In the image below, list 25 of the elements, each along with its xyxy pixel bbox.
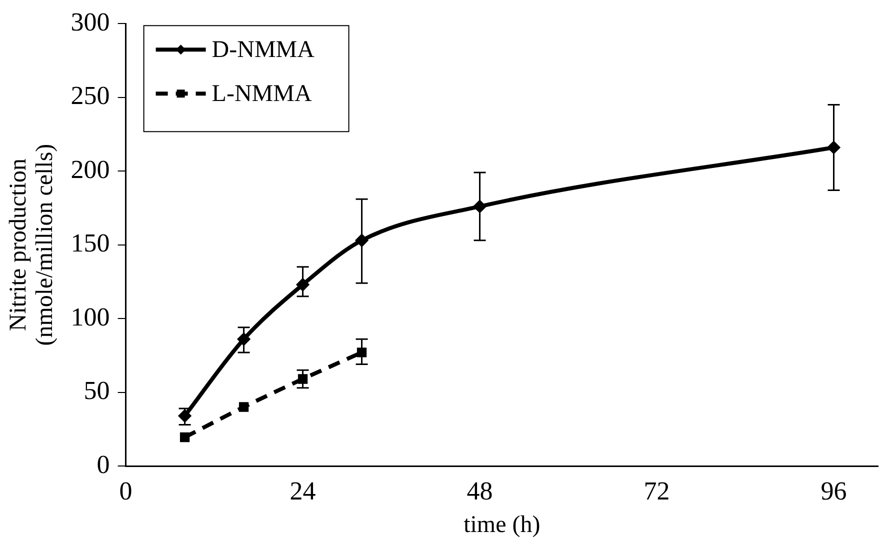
y-tick-label: 0 xyxy=(96,450,110,479)
point xyxy=(180,432,190,442)
x-tick-label: 24 xyxy=(290,476,316,506)
y-tick-label: 250 xyxy=(70,81,110,110)
y-axis-title: Nitrite production (nmole/million cells) xyxy=(5,144,58,346)
point xyxy=(474,200,486,212)
legend-label: L-NMMA xyxy=(212,80,312,107)
y-tick-label: 200 xyxy=(70,154,110,184)
point xyxy=(238,333,250,346)
point xyxy=(178,410,191,422)
y-tick-label: 150 xyxy=(70,228,110,258)
point xyxy=(828,141,840,154)
point xyxy=(356,234,368,246)
x-tick-label: 72 xyxy=(644,476,670,506)
legend-label: D-NMMA xyxy=(212,36,316,63)
x-tick-label: 48 xyxy=(466,476,493,506)
x-tick-label: 96 xyxy=(820,476,847,506)
x-tick-label: 0 xyxy=(119,476,132,506)
y-tick-label: 300 xyxy=(70,7,110,36)
point xyxy=(296,278,309,291)
y-tick-label: 100 xyxy=(70,302,110,332)
point xyxy=(238,402,249,412)
y-tick-label: 50 xyxy=(84,376,110,406)
point xyxy=(356,348,367,358)
x-axis-title: time (h) xyxy=(464,512,540,538)
